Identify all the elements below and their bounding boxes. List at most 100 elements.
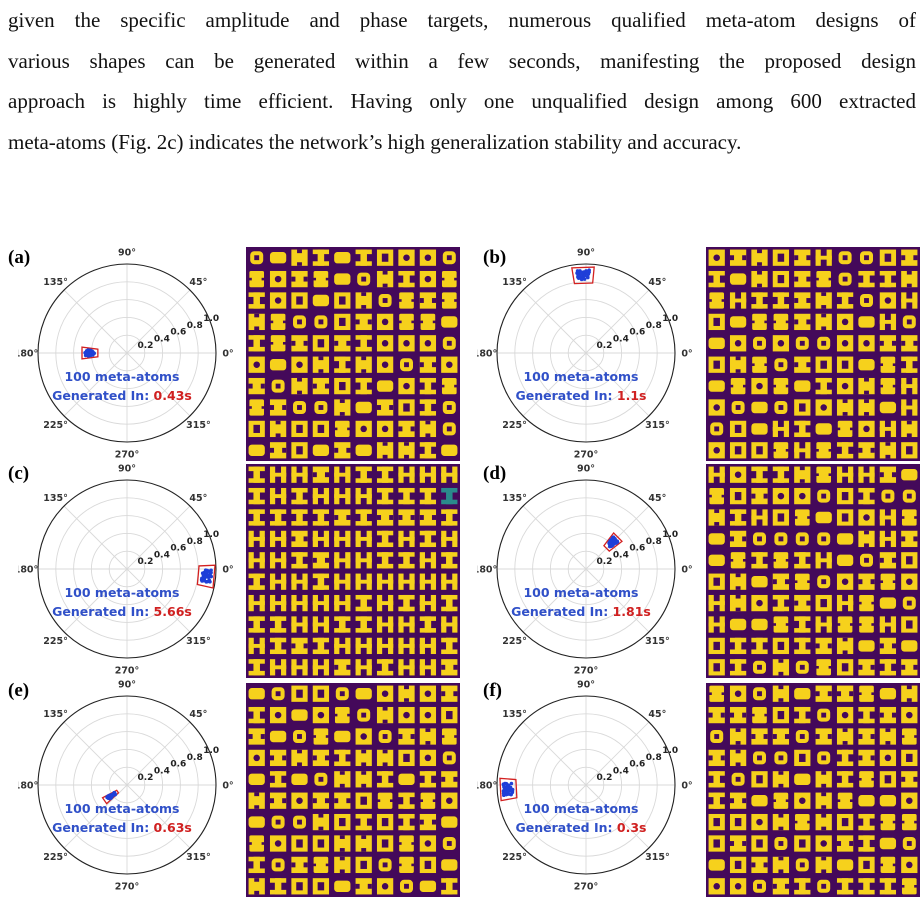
generation-time-label: Generated In: 0.3s bbox=[516, 820, 647, 835]
radial-tick-label: 0.4 bbox=[613, 766, 629, 776]
radial-tick-label: 0.8 bbox=[187, 753, 203, 763]
radial-tick-label: 1.0 bbox=[662, 746, 678, 756]
angle-tick-label: 90° bbox=[577, 680, 595, 691]
angle-tick-label: 0° bbox=[681, 565, 692, 576]
design-point bbox=[586, 275, 590, 280]
design-point bbox=[585, 270, 589, 275]
generation-time-label: Generated In: 1.81s bbox=[511, 604, 651, 619]
angle-tick-label: 315° bbox=[186, 636, 211, 647]
polar-outer-ring bbox=[37, 479, 217, 659]
angle-tick-label: 180° bbox=[477, 349, 497, 360]
design-point bbox=[587, 268, 591, 272]
design-point bbox=[112, 792, 117, 797]
radial-tick-label: 0.8 bbox=[646, 321, 662, 331]
design-point bbox=[612, 537, 616, 541]
radial-tick-label: 0.8 bbox=[187, 537, 203, 547]
angle-tick-label: 225° bbox=[502, 636, 527, 647]
angle-tick-label: 90° bbox=[118, 248, 136, 259]
angle-tick-label: 315° bbox=[186, 420, 211, 431]
design-point bbox=[612, 542, 616, 546]
design-point bbox=[582, 273, 587, 278]
angle-tick-label: 225° bbox=[43, 420, 68, 431]
atom-count-label: 100 meta-atoms bbox=[523, 801, 638, 816]
polar-outer-ring bbox=[496, 263, 676, 443]
angle-tick-label: 90° bbox=[577, 464, 595, 475]
paragraph-line: approach is highly time efficient. Havin… bbox=[8, 89, 916, 113]
angle-tick-label: 270° bbox=[574, 450, 599, 461]
radial-tick-label: 0.2 bbox=[137, 341, 153, 351]
generation-time-label: Generated In: 5.66s bbox=[52, 604, 192, 619]
paragraph-line: various shapes can be generated within a… bbox=[8, 48, 916, 73]
design-point bbox=[582, 277, 587, 281]
polar-plot: 90° 45° 0° 315° 270° 225° 180° 135° 0.20.40.60.8… bbox=[18, 680, 234, 893]
angle-tick-label: 135° bbox=[43, 277, 68, 288]
radial-tick-label: 1.0 bbox=[662, 314, 678, 324]
angle-tick-label: 0° bbox=[222, 565, 233, 576]
body-paragraph: given the specific amplitude and phase t… bbox=[8, 0, 916, 162]
radial-tick-label: 0.8 bbox=[646, 537, 662, 547]
paragraph-line: meta-atoms (Fig. 2c) indicates the netwo… bbox=[8, 129, 742, 154]
angle-tick-label: 180° bbox=[18, 565, 38, 576]
polar-outer-ring bbox=[37, 695, 217, 875]
radial-tick-label: 0.4 bbox=[613, 334, 629, 344]
target-region bbox=[499, 777, 518, 802]
panel-label: (c) bbox=[8, 463, 30, 484]
angle-tick-label: 135° bbox=[43, 709, 68, 720]
target-region bbox=[571, 266, 595, 285]
atom-count-label: 100 meta-atoms bbox=[64, 369, 179, 384]
angle-tick-label: 315° bbox=[186, 852, 211, 863]
design-point bbox=[207, 578, 212, 583]
angle-tick-label: 315° bbox=[645, 636, 670, 647]
design-point bbox=[577, 274, 581, 279]
angle-tick-label: 45° bbox=[648, 493, 666, 504]
radial-tick-label: 0.6 bbox=[170, 544, 186, 554]
radial-tick-label: 0.2 bbox=[596, 773, 612, 783]
angle-tick-label: 180° bbox=[477, 565, 497, 576]
angle-tick-label: 180° bbox=[18, 349, 38, 360]
radial-tick-label: 0.4 bbox=[154, 334, 170, 344]
angle-tick-label: 0° bbox=[681, 781, 692, 792]
radial-tick-label: 0.2 bbox=[596, 557, 612, 567]
angle-tick-label: 315° bbox=[645, 420, 670, 431]
angle-tick-label: 45° bbox=[189, 277, 207, 288]
generation-time-label: Generated In: 0.63s bbox=[52, 820, 192, 835]
angle-tick-label: 315° bbox=[645, 852, 670, 863]
angle-tick-label: 270° bbox=[115, 882, 140, 893]
angle-tick-label: 225° bbox=[43, 636, 68, 647]
panel-label: (d) bbox=[483, 463, 507, 484]
meta-atom-grid bbox=[246, 247, 460, 461]
design-point bbox=[504, 781, 508, 786]
polar-plot: 90° 45° 0° 315° 270° 225° 180° 135° 0.20.40.60.8… bbox=[18, 464, 234, 677]
design-point bbox=[203, 574, 208, 579]
generation-time-label: Generated In: 0.43s bbox=[52, 388, 192, 403]
radial-tick-label: 0.2 bbox=[137, 557, 153, 567]
design-point bbox=[507, 792, 511, 796]
design-point bbox=[577, 270, 581, 274]
polar-outer-ring bbox=[496, 479, 676, 659]
design-point bbox=[579, 277, 584, 282]
angle-tick-label: 225° bbox=[43, 852, 68, 863]
panel-label: (b) bbox=[483, 247, 507, 268]
paragraph-line: given the specific amplitude and phase t… bbox=[8, 8, 916, 32]
meta-atom-grid bbox=[706, 247, 920, 461]
design-point bbox=[509, 781, 514, 786]
design-point bbox=[208, 573, 212, 578]
angle-tick-label: 45° bbox=[189, 493, 207, 504]
radial-tick-label: 0.6 bbox=[170, 760, 186, 770]
radial-tick-label: 0.2 bbox=[137, 773, 153, 783]
atom-count-label: 100 meta-atoms bbox=[64, 801, 179, 816]
design-point bbox=[209, 568, 213, 573]
design-point bbox=[608, 539, 613, 544]
polar-plot: 90° 45° 0° 315° 270° 225° 180° 135° 0.20.40.60.8… bbox=[477, 680, 693, 893]
design-point bbox=[92, 351, 97, 356]
polar-plot: 90° 45° 0° 315° 270° 225° 180° 135° 0.20.40.60.8… bbox=[477, 248, 693, 461]
design-point bbox=[204, 570, 208, 574]
angle-tick-label: 270° bbox=[115, 666, 140, 677]
radial-tick-label: 1.0 bbox=[203, 314, 219, 324]
meta-atom-grid bbox=[706, 683, 920, 897]
radial-tick-label: 0.4 bbox=[154, 550, 170, 560]
angle-tick-label: 270° bbox=[574, 882, 599, 893]
generation-time-label: Generated In: 1.1s bbox=[516, 388, 647, 403]
angle-tick-label: 0° bbox=[681, 349, 692, 360]
atom-count-label: 100 meta-atoms bbox=[523, 585, 638, 600]
